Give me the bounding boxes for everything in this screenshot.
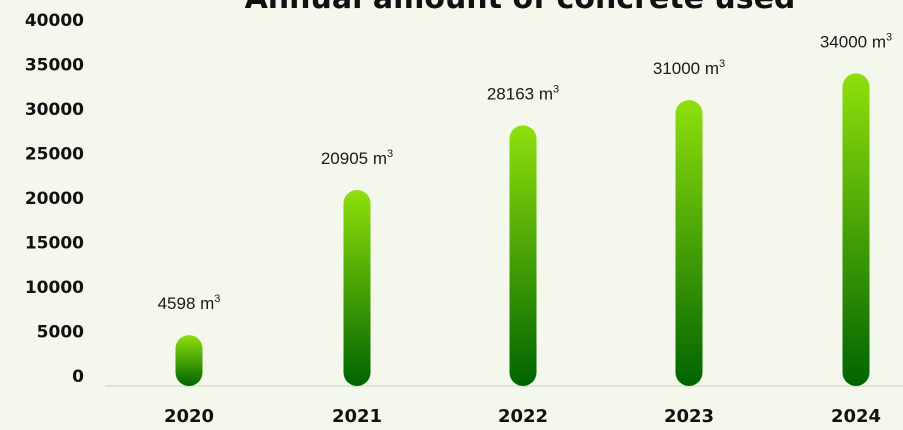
data-label-2020: 4598 m3 <box>158 293 221 313</box>
y-tick-label: 35000 <box>25 56 84 76</box>
chart-title: Annual amount of concrete used <box>245 0 796 16</box>
x-tick-label-2020: 2020 <box>164 406 214 427</box>
x-tick-label-2021: 2021 <box>332 406 382 427</box>
y-tick-label: 10000 <box>25 278 84 298</box>
x-tick-label-2024: 2024 <box>831 406 881 427</box>
y-tick-label: 25000 <box>25 145 84 165</box>
bar-2021 <box>343 189 371 386</box>
y-axis: 0 5000 10000 15000 20000 25000 30000 35000 40000 <box>25 11 84 387</box>
data-label-2021: 20905 m3 <box>321 148 393 168</box>
y-tick-label: 5000 <box>37 323 84 343</box>
bar-2024 <box>842 73 870 387</box>
y-tick-label: 30000 <box>25 100 84 120</box>
bar-2020 <box>175 335 203 386</box>
bars: 4598 m3 20905 m3 28163 m3 31000 m3 34000 m3 <box>158 31 892 387</box>
data-label-2024: 34000 m3 <box>820 31 892 51</box>
bar-2022 <box>509 125 537 386</box>
y-tick-label: 0 <box>72 367 84 387</box>
bar-2023 <box>675 100 703 386</box>
data-label-2022: 28163 m3 <box>487 83 559 103</box>
x-axis: 2020 2021 2022 2023 2024 <box>164 406 881 427</box>
y-tick-label: 40000 <box>25 11 84 31</box>
x-tick-label-2023: 2023 <box>664 406 714 427</box>
y-tick-label: 20000 <box>25 189 84 209</box>
x-tick-label-2022: 2022 <box>498 406 548 427</box>
data-label-2023: 31000 m3 <box>653 58 725 78</box>
y-tick-label: 15000 <box>25 234 84 254</box>
